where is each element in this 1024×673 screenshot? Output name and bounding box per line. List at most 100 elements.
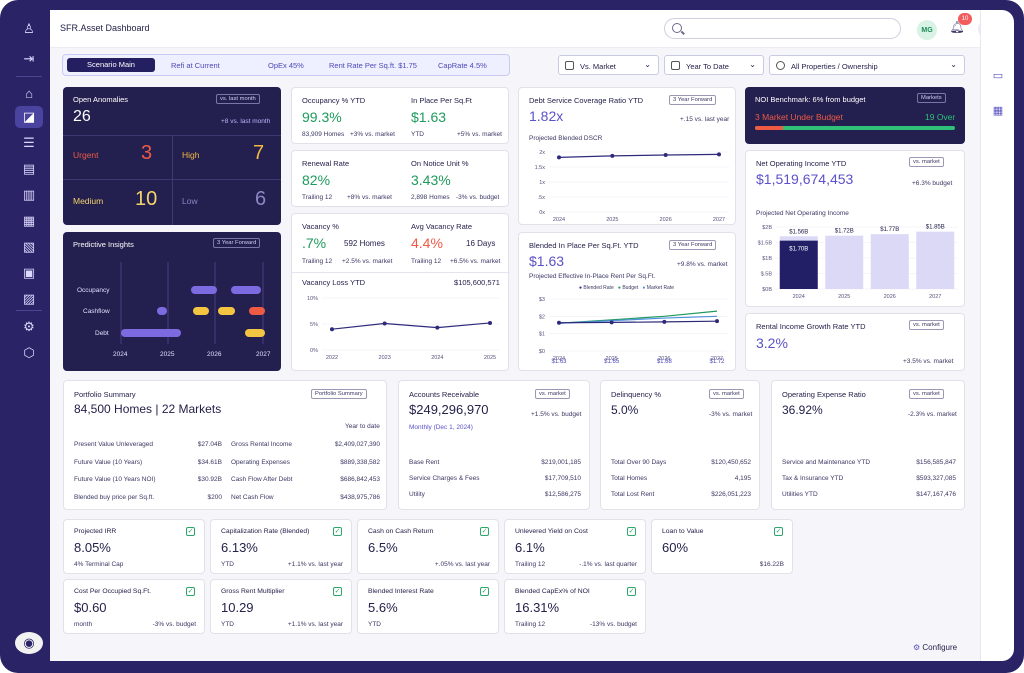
chart-legend: ● Blended Rate ● Budget ● Market Rate — [579, 285, 674, 291]
scenario-refi[interactable]: Refi at Current — [171, 61, 220, 70]
noi-bar — [870, 234, 909, 289]
y-tick-label: $3 — [539, 297, 545, 303]
profile-avatar-icon[interactable]: ◉ — [15, 632, 43, 654]
data-label: $1.63 — [551, 359, 567, 365]
check-icon[interactable]: ✓ — [186, 587, 195, 596]
dscr-chart: 2x 1.5x 1x .5x 0x 2024 2025 2026 2027 — [535, 150, 729, 223]
kpi-delta: -3% vs. budget — [456, 194, 500, 201]
properties-dropdown[interactable]: All Properties / Ownership ⌄ — [769, 55, 965, 75]
row-value: $147,167,476 — [916, 491, 956, 498]
kpi-card[interactable]: Unlevered Yield on Cost ✓ 6.1% Trailing 12 -… — [504, 519, 646, 574]
check-icon[interactable]: ✓ — [333, 587, 342, 596]
ledger-icon[interactable]: ▨ — [22, 291, 36, 306]
shield-icon[interactable]: ⬡ — [23, 345, 35, 360]
checklist-icon[interactable]: ☰ — [23, 135, 35, 150]
scenario-rent-rate[interactable]: Rent Rate Per Sq.ft. $1.75 — [329, 61, 417, 70]
delinq-compare-dropdown[interactable]: vs. market — [709, 389, 744, 399]
x-tick-label: 2022 — [326, 355, 338, 361]
row-value: $30.92B — [197, 476, 222, 483]
benchmark-dropdown[interactable]: Markets — [917, 93, 946, 103]
debt-bar[interactable] — [245, 329, 265, 337]
home-icon[interactable]: ⌂ — [25, 85, 33, 101]
high-count: 7 — [253, 142, 265, 164]
legend-label: Budget — [622, 285, 639, 291]
portfolio-dropdown[interactable]: Portfolio Summary — [311, 389, 367, 399]
collapse-menu-icon[interactable]: ⇥ — [23, 51, 35, 66]
data-label: $1.72 — [709, 359, 725, 365]
occupancy-bar[interactable] — [231, 286, 261, 294]
check-icon[interactable]: ✓ — [333, 527, 342, 536]
kpi-card[interactable]: Cash on Cash Return ✓ 6.5% +.05% vs. last y… — [357, 519, 499, 574]
dashboard-icon[interactable]: ◪ — [15, 106, 43, 128]
market-dropdown[interactable]: Vs. Market ⌄ — [558, 55, 659, 75]
lock-icon[interactable]: ▣ — [22, 265, 36, 280]
scenario-main-tab[interactable]: Scenario Main — [67, 58, 155, 72]
nav-divider — [16, 76, 42, 77]
report-icon[interactable]: ▥ — [22, 187, 36, 202]
check-icon[interactable]: ✓ — [627, 527, 636, 536]
kpi-label: Debt Service Coverage Ratio YTD — [529, 96, 644, 105]
calculator-icon[interactable]: ▦ — [22, 213, 36, 228]
check-icon[interactable]: ✓ — [480, 587, 489, 596]
scenario-bar: Scenario Main Refi at Current OpEx 45% R… — [62, 54, 510, 76]
kpi-card[interactable]: Projected IRR ✓ 8.05% 4% Terminal Cap — [63, 519, 205, 574]
row-value: $27.04B — [197, 441, 222, 448]
configure-button[interactable]: ⚙ Configure — [913, 643, 957, 652]
kpi-label: Blended Interest Rate — [368, 588, 434, 595]
x-tick-label: 2025 — [606, 217, 618, 223]
noi-compare-dropdown[interactable]: vs. market — [909, 157, 944, 167]
search-input[interactable] — [664, 18, 901, 39]
check-icon[interactable]: ✓ — [480, 527, 489, 536]
kpi-card[interactable]: Gross Rent Multiplier ✓ 10.29 YTD +1.1% vs. … — [210, 579, 352, 634]
series-line — [558, 315, 718, 324]
period-dropdown[interactable]: Year To Date ⌄ — [664, 55, 764, 75]
kpi-card[interactable]: Cost Per Occupied Sq.Ft. ✓ $0.60 month -3% v… — [63, 579, 205, 634]
scenario-caprate[interactable]: CapRate 4.5% — [438, 61, 487, 70]
dscr-card: Debt Service Coverage Ratio YTD 3 Year F… — [518, 87, 736, 225]
occupancy-bar[interactable] — [191, 286, 217, 294]
divider — [292, 272, 510, 273]
anomalies-period-dropdown[interactable]: vs. last month — [216, 94, 260, 104]
oer-compare-dropdown[interactable]: vs. market — [909, 389, 944, 399]
clipboard-icon[interactable]: ▧ — [22, 239, 36, 254]
kpi-delta: +.05% vs. last year — [434, 561, 490, 568]
insights-range-dropdown[interactable]: 3 Year Forward — [213, 238, 261, 248]
kpi-label: Renewal Rate — [302, 159, 350, 168]
blended-range-dropdown[interactable]: 3 Year Forward — [669, 240, 717, 250]
user-avatar[interactable]: MG — [917, 20, 937, 40]
check-icon[interactable]: ✓ — [186, 527, 195, 536]
kpi-card[interactable]: Loan to Value ✓ 60% $16.22B — [651, 519, 793, 574]
cashflow-bar[interactable] — [218, 307, 235, 315]
kpi-value: 6.1% — [515, 540, 545, 555]
blended-rent-card: Blended In Place Per Sq.Ft. YTD 3 Year F… — [518, 232, 736, 371]
year-label: 2025 — [160, 351, 175, 358]
kpi-sub: Trailing 12 — [515, 561, 546, 568]
dscr-range-dropdown[interactable]: 3 Year Forward — [669, 95, 717, 105]
kpi-card[interactable]: Capitalization Rate (Blended) ✓ 6.13% YTD +1… — [210, 519, 352, 574]
debt-bar[interactable] — [121, 329, 181, 337]
scenario-opex[interactable]: OpEx 45% — [268, 61, 304, 70]
cashflow-bar[interactable] — [157, 307, 167, 315]
rig-compare-dropdown[interactable]: vs. market — [909, 320, 944, 330]
kpi-value: 3.2% — [756, 335, 788, 351]
data-point — [330, 327, 334, 332]
row-label: Net Cash Flow — [231, 493, 274, 501]
y-tick-label: .5x — [538, 195, 546, 201]
check-icon[interactable]: ✓ — [627, 587, 636, 596]
medium-count: 10 — [135, 188, 158, 210]
noi-chart: $2B $1.5B $1B $.5B $0B $1.56B $1.70B 2024 $1.72B… — [758, 225, 958, 300]
x-tick-label: 2025 — [838, 294, 850, 300]
calendar-icon[interactable]: ▦ — [992, 104, 1004, 117]
open-anomalies-card: Open Anomalies vs. last month 26 +8 vs. … — [63, 87, 281, 225]
data-point — [557, 155, 561, 160]
chat-icon[interactable]: ▭ — [992, 69, 1004, 82]
settings-icon[interactable]: ⚙ — [23, 319, 35, 334]
kpi-card[interactable]: Blended Interest Rate ✓ 5.6% YTD — [357, 579, 499, 634]
ar-compare-dropdown[interactable]: vs. market — [535, 389, 570, 399]
document-icon[interactable]: ▤ — [22, 161, 36, 176]
cashflow-bar[interactable] — [249, 307, 265, 315]
cashflow-bar[interactable] — [193, 307, 209, 315]
kpi-delta: +6.5% vs. market — [450, 258, 501, 265]
kpi-card[interactable]: Blended CapEx% of NOI ✓ 16.31% Trailing 12 -… — [504, 579, 646, 634]
check-icon[interactable]: ✓ — [774, 527, 783, 536]
